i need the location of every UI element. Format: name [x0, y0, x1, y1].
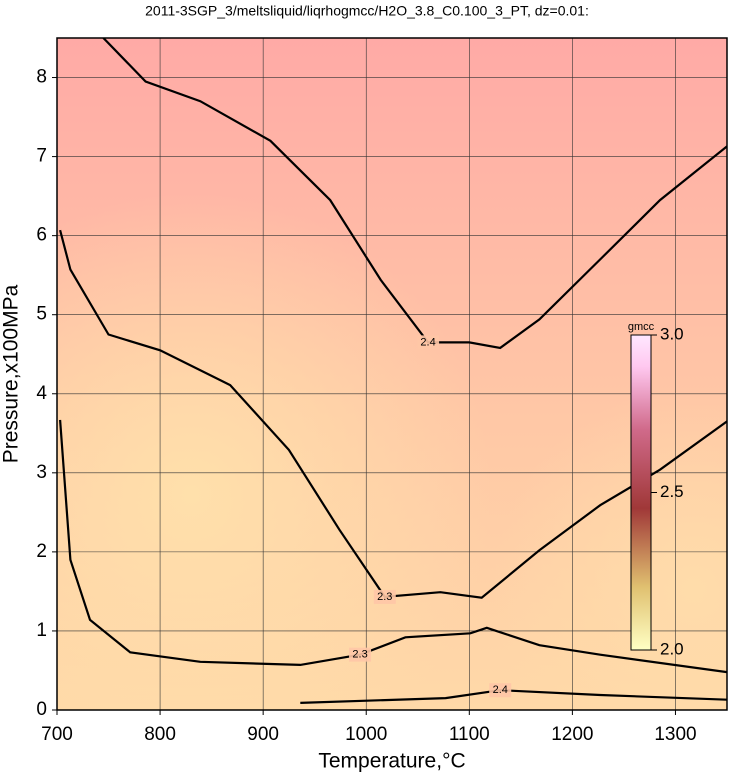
contours: 2.4 2.3 2.3 2.4 [59, 38, 727, 704]
y-tick-label: 0 [36, 699, 47, 720]
x-tick-label: 1200 [551, 724, 593, 745]
grid [57, 38, 727, 710]
colorbar-ticks: 3.0 2.5 2.0 [651, 324, 684, 658]
plot-frame [56, 37, 728, 711]
colorbar-tick-label: 2.0 [660, 639, 684, 658]
colorbar [630, 334, 652, 651]
y-tick-label: 7 [36, 146, 47, 167]
contour-label-bg [373, 589, 396, 604]
plot-shading [57, 38, 727, 710]
contour-label: 2.4 [420, 336, 435, 348]
x-tick-label: 700 [41, 724, 73, 745]
colorbar-tick-label: 2.5 [660, 482, 684, 501]
contour-label-bg [349, 647, 372, 662]
x-tick-label: 1300 [654, 724, 696, 745]
x-tick-label: 1100 [449, 724, 490, 745]
contour-label: 2.3 [352, 649, 367, 661]
colorbar-label: gmcc [628, 321, 655, 333]
x-axis-label: Temperature,°C [318, 750, 465, 773]
contour-label: 2.3 [377, 591, 392, 603]
contour-label: 2.4 [493, 684, 508, 696]
y-tick-label: 5 [36, 304, 47, 325]
y-tick-label: 2 [36, 541, 47, 562]
contour-line [59, 229, 727, 599]
y-tick-label: 1 [36, 620, 47, 641]
colorbar-tick-label: 3.0 [660, 324, 684, 343]
x-tick-label: 900 [247, 724, 279, 745]
contour-label-bg [489, 683, 512, 698]
x-tick-label: 800 [144, 724, 176, 745]
chart-title: 2011-3SGP_3/meltsliquid/liqrhogmcc/H2O_3… [145, 3, 589, 19]
x-tick-label: 1000 [345, 724, 387, 745]
y-tick-label: 3 [36, 462, 47, 483]
y-axis-label: Pressure,x100MPa [0, 284, 23, 463]
y-tick-label: 4 [36, 383, 47, 404]
y-tick-label: 6 [36, 225, 47, 246]
contour-label-bg [417, 335, 440, 350]
y-tick-label: 8 [36, 67, 47, 88]
